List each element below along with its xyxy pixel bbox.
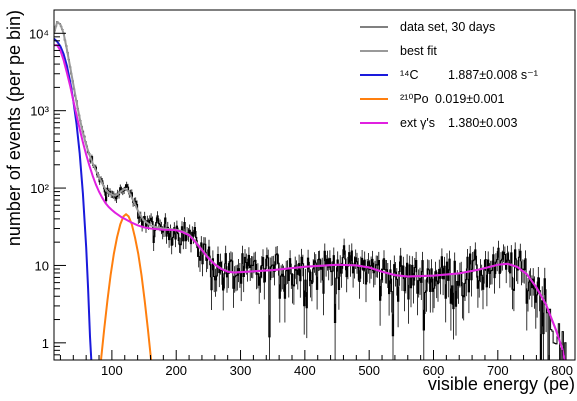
plot-lines — [54, 21, 570, 360]
legend-label-po210: ²¹⁰Po — [400, 92, 429, 106]
x-tick-label: 100 — [101, 363, 123, 378]
y-tick-label: 10³ — [30, 104, 49, 119]
x-axis-title: visible energy (pe) — [428, 374, 575, 394]
y-tick-label: 10 — [35, 258, 49, 273]
x-tick-label: 200 — [165, 363, 187, 378]
legend-label-ext: ext γ's — [400, 116, 435, 130]
x-tick-label: 600 — [423, 363, 445, 378]
axes: 100 200 300 400 500 600 700 800 1 10 10² 10³ 10⁴ — [29, 9, 573, 378]
series-data-line — [54, 21, 570, 360]
y-tick-label: 10² — [30, 181, 49, 196]
legend-label-data: data set, 30 days — [400, 20, 495, 34]
y-tick-label: 1 — [42, 336, 49, 351]
legend-value-po210: 0.019±0.001 — [435, 92, 504, 106]
plot-frame — [53, 9, 576, 361]
legend-label-c14: ¹⁴C — [400, 68, 419, 82]
legend: data set, 30 days best fit ¹⁴C 1.887±0.008 … — [360, 20, 538, 130]
x-tick-label: 500 — [358, 363, 380, 378]
y-tick-label: 10⁴ — [29, 26, 49, 41]
legend-value-ext: 1.380±0.003 — [448, 116, 517, 130]
legend-label-fit: best fit — [400, 44, 437, 58]
x-tick-label: 700 — [487, 363, 509, 378]
x-tick-label: 300 — [230, 363, 252, 378]
x-tick-label: 400 — [294, 363, 316, 378]
series-po210-line — [100, 213, 153, 360]
series-ext-line — [54, 44, 566, 360]
legend-value-c14: 1.887±0.008 s⁻¹ — [448, 68, 538, 82]
x-tick-label: 800 — [551, 363, 573, 378]
y-axis-title: number of events (per pe bin) — [4, 10, 24, 246]
